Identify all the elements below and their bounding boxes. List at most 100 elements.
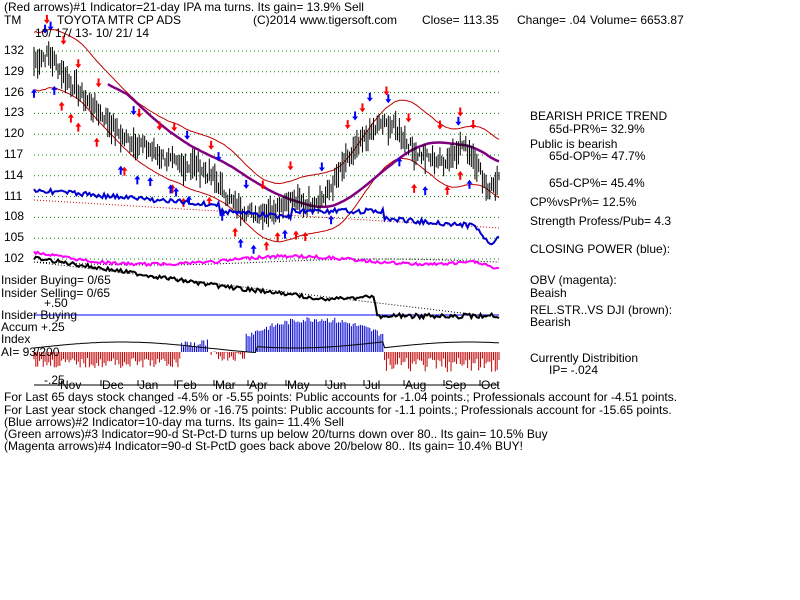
month-label: Nov — [60, 378, 82, 392]
cpvspr-value: CP%vsPr%= 12.5% — [530, 195, 637, 209]
blue-buy-arrow — [466, 179, 473, 189]
red-buy-arrow — [411, 183, 418, 193]
relstr-moving-average — [33, 261, 500, 318]
red-sell-arrow — [287, 161, 294, 171]
cp-value: 65d-CP%= 45.4% — [549, 176, 645, 190]
blue-sell-arrow — [455, 116, 462, 126]
red-sell-arrow — [436, 120, 443, 130]
y-tick-label: 129 — [4, 63, 25, 78]
insider-selling: Insider Selling= 0/65 — [1, 286, 111, 300]
red-buy-arrow — [302, 231, 309, 241]
public-label: Public is bearish — [530, 137, 618, 151]
red-sell-arrow — [470, 120, 477, 130]
month-label: Jun — [327, 378, 347, 392]
blue-sell-arrow — [184, 130, 191, 140]
insider-buying: Insider Buying= 0/65 — [1, 273, 111, 287]
blue-sell-arrow — [130, 106, 137, 116]
y-tick-label: 111 — [4, 188, 23, 203]
indicator-line-magenta: (Magenta arrows)#4 Indicator=90-d St-Pct… — [4, 439, 523, 453]
blue-buy-arrow — [51, 85, 58, 95]
moving-average — [107, 83, 500, 209]
red-buy-arrow — [444, 185, 451, 195]
blue-buy-arrow — [422, 186, 429, 196]
closing-power-label: CLOSING POWER (blue): — [530, 242, 671, 256]
red-buy-arrow — [293, 230, 300, 240]
ticker: TM — [4, 13, 22, 27]
volume-value: Volume= 6653.87 — [590, 13, 684, 27]
month-label: Aug — [405, 378, 427, 392]
blue-sell-arrow — [352, 111, 359, 121]
month-label: Apr — [249, 378, 268, 392]
y-tick-label: 126 — [4, 84, 25, 99]
red-buy-arrow — [457, 170, 464, 180]
company-name: TOYOTA MTR CP ADS — [57, 13, 182, 27]
op-value: 65d-OP%= 47.7% — [549, 149, 646, 163]
y-tick-label: 105 — [4, 230, 25, 245]
change-value: Change= .04 — [517, 13, 587, 27]
copyright: (C)2014 www.tigersoft.com — [253, 13, 398, 27]
indicator-line-red: (Red arrows)#1 Indicator=21-day IPA ma t… — [4, 0, 364, 14]
price-grid — [34, 50, 499, 260]
month-label: Dec — [102, 378, 124, 392]
accum-plus50: +.50 — [44, 296, 68, 310]
month-label: Sep — [445, 378, 467, 392]
close-value: Close= 113.35 — [422, 13, 499, 27]
blue-buy-arrow — [250, 244, 257, 254]
blue-buy-arrow — [396, 157, 403, 167]
red-sell-arrow — [43, 14, 50, 24]
y-tick-label: 120 — [4, 126, 25, 141]
red-sell-arrow — [136, 108, 143, 118]
date-range: 10/ 17/ 13- 10/ 21/ 14 — [35, 26, 150, 40]
y-tick-label: 132 — [4, 43, 25, 57]
ip-value: IP= -.024 — [549, 363, 599, 377]
footer-year: For Last year stock changed -12.9% or -1… — [4, 403, 672, 417]
blue-buy-arrow — [134, 175, 141, 185]
blue-buy-arrow — [147, 177, 154, 187]
relstr-line — [33, 255, 500, 321]
indicator-line-green: (Green arrows)#3 Indicator=90-d St-Pct-D… — [4, 427, 548, 441]
insider-buying-label: Insider Buying — [1, 308, 78, 322]
blue-buy-arrow — [167, 184, 174, 194]
red-buy-arrow — [58, 101, 65, 111]
spacer — [34, 102, 398, 207]
red-sell-arrow — [457, 107, 464, 117]
red-buy-arrow — [67, 113, 74, 123]
price-bars — [33, 41, 500, 230]
month-label: Feb — [176, 378, 197, 392]
blue-sell-arrow — [243, 179, 250, 189]
accumulation-panel — [33, 317, 500, 372]
blue-buy-arrow — [237, 238, 244, 248]
y-tick-label: 114 — [4, 167, 24, 182]
y-tick-label: 123 — [4, 105, 25, 120]
blue-sell-arrow — [42, 24, 49, 34]
red-sell-arrow — [359, 103, 366, 113]
blue-buy-arrow — [117, 165, 124, 175]
accum-moving-average — [33, 341, 500, 354]
blue-sell-arrow — [215, 152, 222, 162]
y-tick-label: 117 — [4, 147, 24, 161]
month-label: Jul — [365, 378, 381, 392]
red-buy-arrow — [93, 137, 100, 147]
red-sell-arrow — [75, 59, 82, 69]
footer-65day: For Last 65 days stock changed -4.5% or … — [4, 390, 678, 404]
red-sell-arrow — [156, 121, 163, 131]
red-buy-arrow — [263, 241, 270, 251]
red-buy-arrow — [206, 196, 213, 206]
blue-buy-arrow — [328, 215, 335, 225]
red-buy-arrow — [274, 232, 281, 242]
closing-power-line — [33, 186, 500, 246]
month-label: Oct — [481, 378, 500, 392]
relstr-panel — [33, 255, 500, 321]
blue-buy-arrow — [173, 187, 180, 197]
blue-buy-arrow — [281, 229, 288, 239]
obv-state: Beaish — [530, 286, 567, 300]
red-buy-arrow — [75, 122, 82, 132]
closing-power-panel — [33, 186, 500, 270]
blue-sell-arrow — [47, 21, 54, 31]
month-label: Jan — [139, 378, 159, 392]
index-label: Index — [1, 332, 31, 346]
indicator-line-blue: (Blue arrows)#2 Indicator=10-day ma turn… — [4, 415, 344, 429]
signal-arrows — [31, 14, 477, 254]
accum-minus25: -.25 — [44, 373, 65, 387]
